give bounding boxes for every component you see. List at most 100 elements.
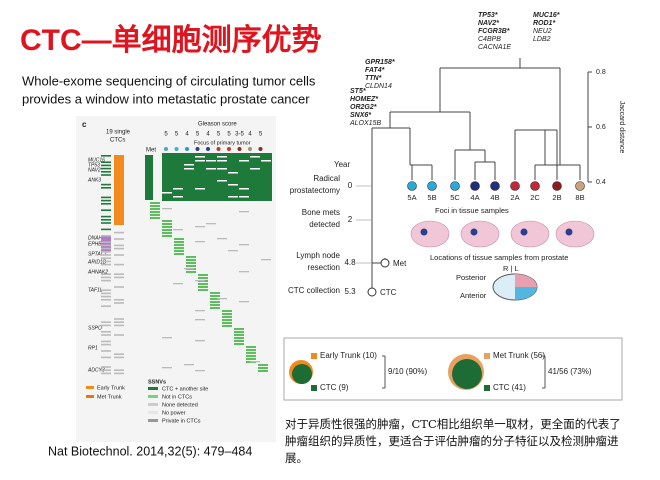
cell <box>101 279 111 282</box>
gene-label: TAF1L <box>88 287 103 293</box>
cell <box>250 156 260 158</box>
cell <box>234 334 244 336</box>
cell <box>186 256 196 258</box>
focus-node <box>575 181 585 191</box>
cell <box>173 188 183 190</box>
cell <box>234 331 244 333</box>
cell <box>217 298 227 300</box>
note-line: 肿瘤组织的异质性，更适合于评估肿瘤的分子特征以及检测肿瘤进 <box>285 434 619 448</box>
tissue-image <box>510 220 550 248</box>
tissue-image <box>460 220 500 248</box>
cell <box>206 160 216 162</box>
label: 0 <box>348 181 353 190</box>
label: 2B <box>552 193 561 202</box>
met-node <box>380 258 390 268</box>
cell <box>101 196 111 199</box>
tissue-spot <box>520 228 528 236</box>
cell <box>246 352 256 354</box>
label: 4B <box>490 193 499 202</box>
cell <box>239 244 249 246</box>
focus-dot <box>216 147 221 151</box>
gene-label: RP1 <box>88 345 98 351</box>
cell <box>184 268 194 270</box>
cell <box>184 164 194 166</box>
tissue-spot <box>565 228 573 236</box>
cell <box>114 286 124 288</box>
legend-swatch <box>484 353 490 359</box>
label: 5 <box>259 132 263 138</box>
label: 2C <box>530 193 540 202</box>
label: 5 <box>196 132 200 138</box>
citation: Nat Biotechnol. 2014,32(5): 479–484 <box>48 444 252 458</box>
ctc-column <box>114 155 124 225</box>
cell <box>198 277 208 279</box>
legend-swatch <box>311 385 317 391</box>
focus-dot <box>206 147 210 151</box>
cell <box>239 271 249 273</box>
cell <box>258 370 268 372</box>
tissue-spot <box>420 228 428 236</box>
cell <box>222 325 232 327</box>
label: No power <box>162 410 186 416</box>
cell <box>101 257 111 259</box>
label: Year <box>334 160 351 169</box>
label: Foci in tissue samples <box>435 206 509 215</box>
cell <box>101 292 111 295</box>
cell <box>173 283 183 285</box>
label: 41/56 (73%) <box>548 367 592 376</box>
cell <box>234 328 244 330</box>
cell <box>228 184 238 186</box>
label: Gleason score <box>198 122 237 128</box>
gene-label: NAV2 <box>88 167 101 173</box>
cell <box>114 369 124 371</box>
label: 0.4 <box>596 179 606 186</box>
cell <box>195 319 205 321</box>
cell <box>150 211 160 213</box>
cell <box>239 301 249 303</box>
cell <box>198 289 208 291</box>
gene-label: FCGR3B* <box>478 28 510 35</box>
cell <box>195 310 205 312</box>
focus-dot <box>195 147 200 151</box>
cell <box>228 250 238 252</box>
cell <box>101 299 111 301</box>
cell <box>114 372 124 375</box>
cell <box>150 214 160 216</box>
cell <box>217 168 227 170</box>
gene-label: C4BPB <box>478 36 501 43</box>
cell <box>162 235 172 237</box>
label: 4 <box>206 132 210 138</box>
cell <box>162 367 172 369</box>
cell <box>210 304 220 306</box>
label: 19 single <box>106 130 131 136</box>
label: Private in CTCs <box>162 418 201 424</box>
gene-label: HOMEZ* <box>350 96 378 103</box>
cell <box>198 286 208 288</box>
label: R | L <box>503 264 519 273</box>
cell <box>114 244 124 247</box>
label: 4 <box>185 132 189 138</box>
label: Met <box>146 148 156 154</box>
cell <box>114 299 124 301</box>
gene-label: AHNAK2 <box>87 269 108 275</box>
gene-label: ANK3 <box>87 177 101 183</box>
cell <box>114 247 124 250</box>
cell <box>101 334 111 336</box>
cell <box>195 156 205 158</box>
prostate-region <box>515 287 537 300</box>
focus-node <box>450 181 460 191</box>
cell <box>101 276 111 279</box>
label: Lymph node <box>296 251 340 260</box>
label: CTC collection <box>288 286 340 295</box>
label: Posterior <box>456 273 487 282</box>
gene-label: SSPO <box>88 325 102 331</box>
cell <box>114 321 124 323</box>
cell <box>101 321 111 323</box>
cell <box>101 228 111 231</box>
gene-label: LDB2 <box>533 36 551 43</box>
legend-swatch <box>148 403 158 406</box>
gene-label: OR2G2* <box>350 104 377 111</box>
cell <box>101 324 111 327</box>
label: Early Trunk <box>97 385 125 391</box>
cell <box>101 340 111 343</box>
